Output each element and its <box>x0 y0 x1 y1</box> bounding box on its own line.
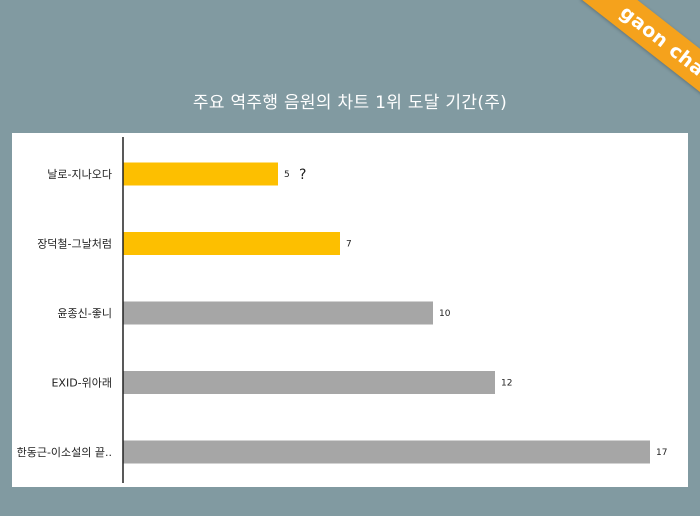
category-label: 장덕철-그날처럼 <box>37 238 112 251</box>
value-label: 10 <box>439 309 451 319</box>
bar-chart: 날로-지나오다 5 장덕철-그날처럼 7 윤종신-좋니 10 EXID-위아래 12 한동근-이… <box>17 137 667 483</box>
chart-title: 주요 역주행 음원의 차트 1위 도달 기간(주) <box>192 93 508 113</box>
value-label: 5 <box>284 170 290 180</box>
bar <box>123 162 278 186</box>
category-label: 날로-지나오다 <box>47 168 112 181</box>
category-label: EXID-위아래 <box>51 377 112 390</box>
category-label: 한동근-이소설의 끝.. <box>17 446 112 459</box>
bar <box>123 440 650 464</box>
value-label: 17 <box>656 448 667 458</box>
bar <box>123 301 433 325</box>
annotation-label: ? <box>299 167 306 183</box>
category-label: 윤종신-좋니 <box>57 307 112 320</box>
value-label: 7 <box>346 240 352 250</box>
bar <box>123 371 495 394</box>
bar <box>123 232 340 255</box>
chart-panel: 날로-지나오다 5 장덕철-그날처럼 7 윤종신-좋니 10 EXID-위아래 12 한동근-이… <box>12 133 688 487</box>
value-label: 12 <box>501 379 512 389</box>
